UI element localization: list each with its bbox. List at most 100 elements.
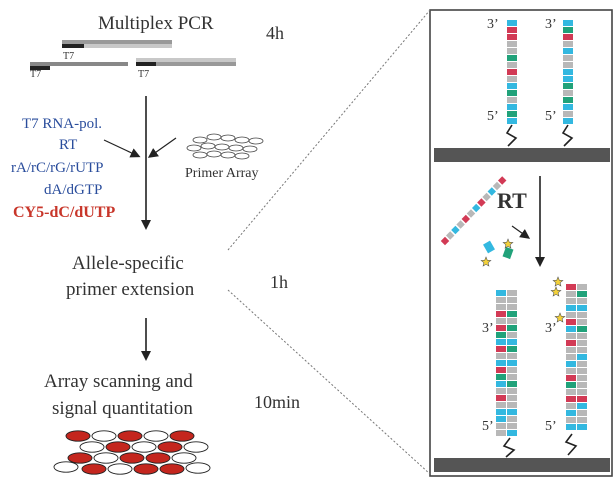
free-nucleotide	[502, 246, 514, 260]
primer-strand-top-right	[563, 55, 573, 61]
extended-strand-bottom-left-a	[496, 381, 506, 387]
rna-strand-block	[451, 225, 460, 235]
primer-array-spot	[220, 134, 236, 142]
extended-strand-bottom-left-a	[496, 423, 506, 429]
extended-strand-bottom-left-a	[496, 339, 506, 345]
primer-strand-top-left	[507, 20, 517, 26]
reagent-rt: RT	[59, 137, 78, 153]
primer-strand-top-right	[563, 27, 573, 33]
time-pcr: 4h	[266, 23, 284, 43]
primer-array-spot	[248, 137, 264, 145]
top-left-5prime: 5’	[487, 109, 499, 124]
extended-strand-bottom-right-b	[577, 403, 587, 409]
array-spot	[105, 441, 131, 453]
extended-strand-bottom-left-b	[507, 297, 517, 303]
linker-top-right	[561, 124, 574, 147]
extended-strand-bottom-right-a	[566, 424, 576, 430]
t7-label-1: T7	[63, 51, 75, 62]
extended-strand-bottom-right-b	[577, 291, 587, 297]
extended-strand-bottom-left-b	[507, 346, 517, 352]
extended-strand-bottom-left-b	[507, 367, 517, 373]
array-spot	[67, 452, 93, 464]
extended-strand-bottom-right-b	[577, 354, 587, 360]
extended-strand-bottom-left-a	[496, 374, 506, 380]
pcr-product-strand-3b	[156, 62, 236, 66]
extended-strand-bottom-right-b	[577, 340, 587, 346]
extended-strand-bottom-left-b	[507, 423, 517, 429]
pcr-product-strand-1	[62, 40, 172, 44]
primer-strand-top-left	[507, 76, 517, 82]
primer-strand-top-right	[563, 48, 573, 54]
primer-strand-top-right	[563, 20, 573, 26]
extended-strand-bottom-right-b	[577, 410, 587, 416]
array-spot	[65, 430, 91, 442]
extended-strand-bottom-right-a	[566, 354, 576, 360]
extended-strand-bottom-right-b	[577, 298, 587, 304]
reagent-t7-rna-pol: T7 RNA-pol.	[22, 116, 102, 132]
array-spot	[159, 463, 185, 475]
time-extension: 1h	[270, 272, 288, 292]
t7-label-3: T7	[138, 69, 150, 80]
extended-strand-bottom-left-a	[496, 346, 506, 352]
extended-strand-bottom-left-a	[496, 290, 506, 296]
extended-strand-bottom-left-b	[507, 388, 517, 394]
extended-strand-bottom-left-b	[507, 395, 517, 401]
bottom-left-5prime: 5’	[482, 419, 494, 434]
primer-array-spot	[200, 142, 216, 150]
primer-strand-top-left	[507, 27, 517, 33]
t7-label-2: T7	[30, 69, 42, 80]
rna-strand-block	[461, 214, 471, 224]
extended-strand-bottom-right-a	[566, 382, 576, 388]
extended-strand-bottom-left-a	[496, 388, 506, 394]
rna-strand-block	[482, 192, 491, 202]
extended-strand-bottom-left-a	[496, 332, 506, 338]
primer-strand-top-right	[563, 104, 573, 110]
array-spot	[169, 430, 195, 442]
extended-strand-bottom-left-a	[496, 353, 506, 359]
primer-strand-top-right	[563, 34, 573, 40]
extended-strand-bottom-right-b	[577, 347, 587, 353]
primer-strand-top-right	[563, 90, 573, 96]
extended-strand-bottom-left-b	[507, 325, 517, 331]
extended-strand-bottom-left-a	[496, 304, 506, 310]
primer-strand-top-right	[563, 97, 573, 103]
array-spot	[185, 462, 211, 474]
extended-strand-bottom-left-b	[507, 311, 517, 317]
array-spot	[171, 452, 197, 464]
step3-line1: Array scanning and	[44, 371, 193, 392]
extended-strand-bottom-left-a	[496, 360, 506, 366]
extended-strand-bottom-left-b	[507, 332, 517, 338]
extended-strand-bottom-left-a	[496, 409, 506, 415]
t7-promoter-1	[62, 44, 84, 48]
primer-strand-top-left	[507, 97, 517, 103]
linker-bottom-left	[502, 437, 516, 458]
extended-strand-bottom-right-b	[577, 382, 587, 388]
extended-strand-bottom-left-b	[507, 409, 517, 415]
extended-strand-bottom-left-b	[507, 360, 517, 366]
extended-strand-bottom-left-b	[507, 374, 517, 380]
array-spot	[93, 452, 119, 464]
primer-array-spot	[214, 143, 230, 151]
extended-strand-bottom-left-b	[507, 290, 517, 296]
extended-strand-bottom-right-b	[577, 361, 587, 367]
top-right-5prime: 5’	[545, 109, 557, 124]
extended-strand-bottom-left-b	[507, 353, 517, 359]
extended-strand-bottom-left-a	[496, 416, 506, 422]
extended-strand-bottom-right-a	[566, 298, 576, 304]
extended-strand-bottom-left-b	[507, 339, 517, 345]
primer-array-spot	[220, 151, 236, 159]
fluor-star-icon	[554, 312, 566, 323]
primer-array-spot	[192, 151, 208, 159]
primer-array-spot	[206, 150, 222, 158]
extended-strand-bottom-right-a	[566, 347, 576, 353]
extended-strand-bottom-right-a	[566, 410, 576, 416]
rna-strand-block	[466, 209, 476, 218]
primer-array-spot	[186, 144, 202, 152]
reagent-dntp: dA/dGTP	[44, 182, 103, 198]
pcr-product-strand-1b	[84, 44, 172, 48]
array-spot	[53, 461, 79, 473]
top-right-3prime: 3’	[545, 17, 557, 32]
primer-array-spot	[234, 152, 250, 160]
extended-strand-bottom-left-b	[507, 381, 517, 387]
